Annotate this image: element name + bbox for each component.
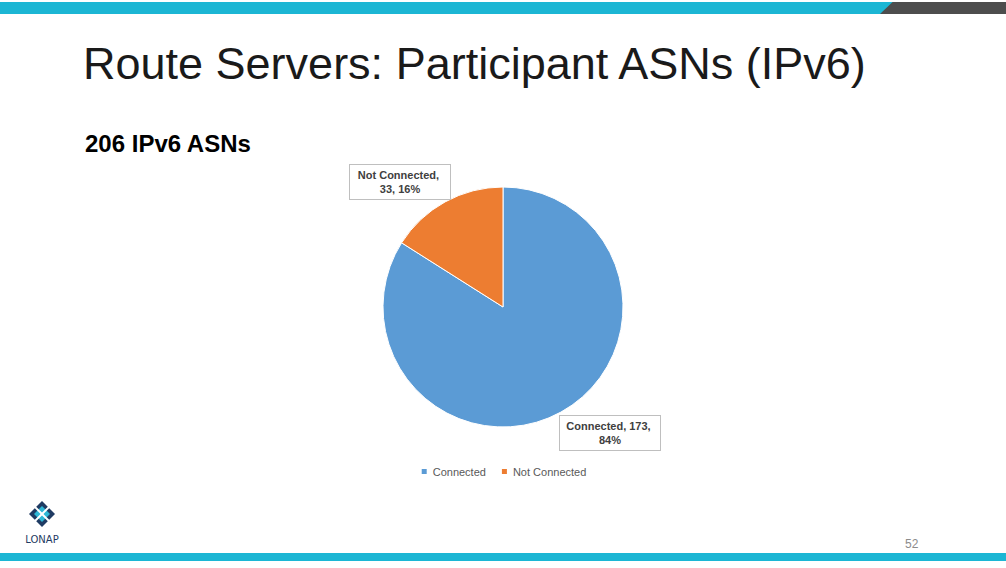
html-text:52: 52	[905, 537, 919, 551]
svg-text:Connected: Connected	[433, 466, 486, 478]
svg-text:84%: 84%	[599, 434, 621, 446]
svg-text:Not Connected: Not Connected	[513, 466, 586, 478]
svg-text:206 IPv6 ASNs: 206 IPv6 ASNs	[85, 130, 251, 157]
svg-text:Not Connected,: Not Connected,	[358, 169, 442, 181]
svg-text:33, 16%: 33, 16%	[380, 183, 421, 195]
svg-text:Route Servers: Participant ASN: Route Servers: Participant ASNs (IPv6)	[83, 38, 866, 89]
svg-text:Connected, 173,: Connected, 173,	[566, 420, 653, 432]
html-text:LONAP: LONAP	[25, 534, 59, 545]
